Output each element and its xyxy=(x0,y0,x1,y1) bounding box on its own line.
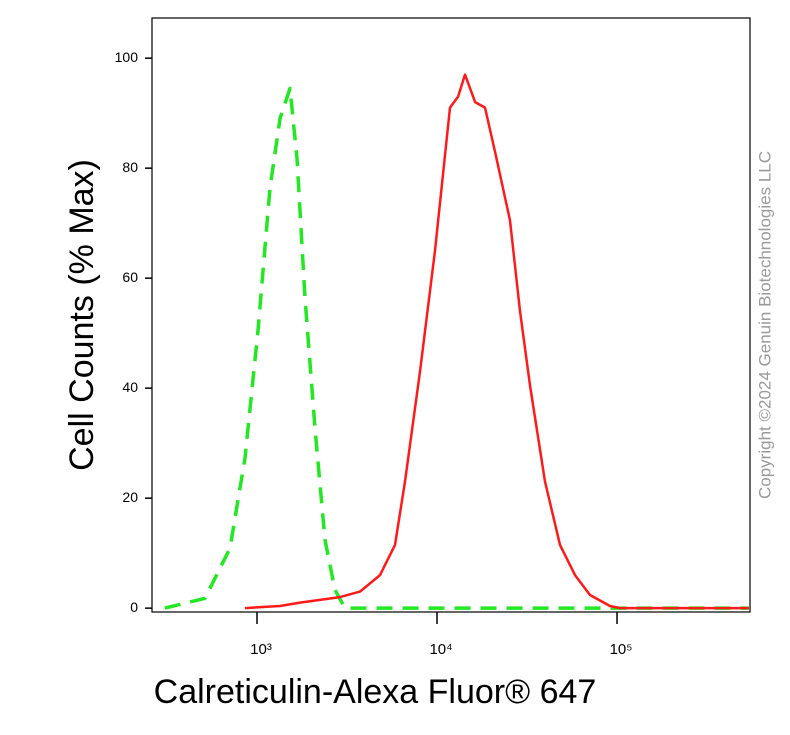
y-tick-label: 60 xyxy=(122,269,138,285)
y-tick-label: 100 xyxy=(115,49,139,65)
x-tick-label: 10³ xyxy=(250,641,272,658)
histogram-line xyxy=(164,86,749,610)
plot-layer xyxy=(164,73,749,610)
x-axis-label: Calreticulin-Alexa Fluor® 647 xyxy=(154,673,597,711)
watermark: Copyright ©2024 Genuin Biotechnologies L… xyxy=(755,151,774,499)
plot-frame xyxy=(151,17,751,613)
y-tick-label: 80 xyxy=(122,159,138,175)
y-tick-label: 0 xyxy=(130,599,138,615)
y-tick-label: 40 xyxy=(122,379,138,395)
histogram-line xyxy=(244,73,749,610)
x-tick-label: 10⁴ xyxy=(429,641,452,658)
y-tick-label: 20 xyxy=(122,489,138,505)
y-axis-label: Cell Counts (% Max) xyxy=(63,159,101,471)
x-tick-label: 10⁵ xyxy=(610,641,633,658)
